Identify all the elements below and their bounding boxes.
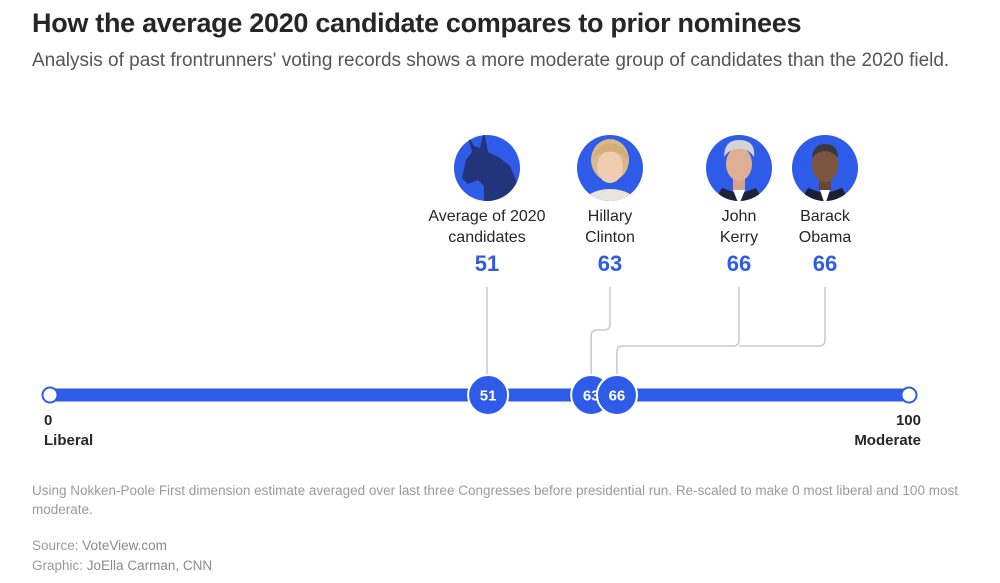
- axis-end-cap: [900, 386, 918, 404]
- point-name-kerry-1: John: [722, 208, 757, 225]
- chart-title: How the average 2020 candidate compares …: [32, 8, 802, 38]
- connector-kerry: [616, 287, 740, 380]
- source-value: VoteView.com: [82, 538, 167, 553]
- point-value-kerry: 66: [727, 251, 751, 276]
- point-name-kerry-2: Kerry: [720, 229, 758, 246]
- point-value-donkey: 51: [475, 251, 499, 276]
- point-name-clinton-1: Hillary: [588, 208, 632, 225]
- axis-marker-label-51: 51: [480, 388, 497, 405]
- graphic-line: Graphic: JoElla Carman, CNN: [32, 556, 212, 576]
- source-label: Source:: [32, 538, 79, 553]
- axis-markers: 51 63 66: [467, 374, 638, 416]
- axis-min-value: 0: [44, 412, 52, 429]
- chart-subtitle: Analysis of past frontrunners' voting re…: [32, 50, 950, 71]
- point-name-donkey-1: Average of 2020: [428, 208, 545, 225]
- connector-obama: [739, 287, 826, 347]
- donkey-icon: [454, 135, 520, 201]
- axis-start-cap: [41, 386, 59, 404]
- axis-marker-label-63: 63: [583, 388, 600, 405]
- point-labels: Average of 2020 candidates 51 Hillary Clinto…: [428, 208, 851, 276]
- obama-portrait: [792, 135, 858, 201]
- point-name-donkey-2: candidates: [448, 229, 525, 246]
- footnote: Using Nokken-Poole First dimension estim…: [32, 483, 958, 517]
- source-line: Source: VoteView.com: [32, 536, 212, 556]
- axis-max-label: Moderate: [854, 432, 921, 449]
- axis-marker-label-66: 66: [609, 388, 626, 405]
- kerry-portrait: [706, 135, 772, 201]
- clinton-portrait: [577, 135, 643, 201]
- axis-marker-66: [595, 374, 638, 416]
- point-name-obama-2: Obama: [799, 229, 852, 246]
- axis-min-label: Liberal: [44, 432, 93, 449]
- axis-max-value: 100: [896, 412, 921, 429]
- connector-lines: [486, 287, 826, 380]
- point-value-clinton: 63: [598, 251, 622, 276]
- graphic-label: Graphic:: [32, 558, 84, 573]
- source-credits: Source: VoteView.com Graphic: JoElla Car…: [32, 536, 212, 576]
- connector-clinton: [590, 287, 611, 380]
- graphic-value: JoElla Carman, CNN: [86, 558, 213, 573]
- point-name-clinton-2: Clinton: [585, 229, 635, 246]
- axis-marker-51: [467, 374, 510, 416]
- point-name-obama-1: Barack: [800, 208, 851, 225]
- point-value-obama: 66: [813, 251, 837, 276]
